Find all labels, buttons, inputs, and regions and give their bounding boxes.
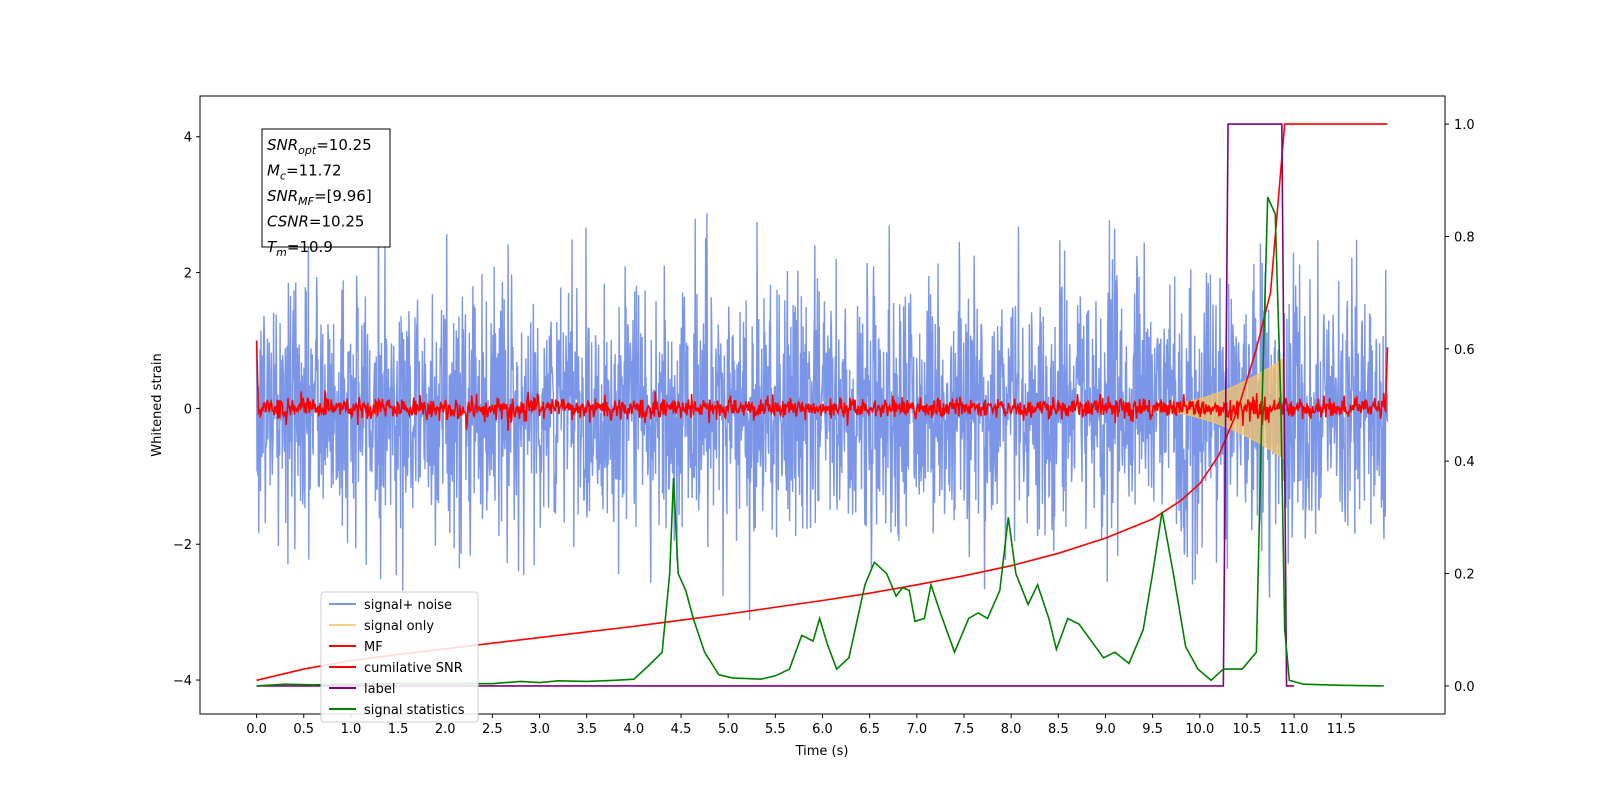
x-tick-label: 9.5 <box>1142 722 1163 737</box>
x-tick-label: 6.0 <box>812 722 833 737</box>
series-signal-noise-line <box>255 200 1389 621</box>
x-tick-label: 8.5 <box>1048 722 1069 737</box>
x-tick-label: 10.5 <box>1232 722 1261 737</box>
legend-label: signal only <box>364 619 434 634</box>
x-tick-label: 2.5 <box>482 722 503 737</box>
legend-frame <box>320 591 479 723</box>
y-left-tick-label: 4 <box>184 131 192 146</box>
y-right-tick-label: 0.8 <box>1454 230 1475 245</box>
x-tick-label: 6.5 <box>859 722 880 737</box>
annotation-line: Tm=10.9 <box>267 238 333 259</box>
y-right-tick-label: 0.4 <box>1454 455 1475 470</box>
y-right-tick-label: 0.2 <box>1454 568 1475 583</box>
y-right-tick-label: 0.0 <box>1454 680 1475 695</box>
annotation-line: CSNR=10.25 <box>267 213 364 231</box>
x-tick-label: 11.0 <box>1280 722 1309 737</box>
y-axis-label: Whitened strain <box>150 353 165 456</box>
x-tick-label: 4.5 <box>671 722 692 737</box>
legend-label: signal+ noise <box>364 598 452 613</box>
x-tick-label: 3.0 <box>529 722 550 737</box>
annotation-box: SNRopt=10.25 Mc=11.72 SNRMF=[9.96] CSNR=10.… <box>261 128 391 259</box>
series-label-line <box>256 123 1295 687</box>
annotation-line: SNRopt=10.25 <box>267 136 372 157</box>
x-tick-label: 5.0 <box>718 722 739 737</box>
y-left-tick-label: −4 <box>173 674 192 689</box>
annotation-line: Mc=11.72 <box>267 162 342 183</box>
legend-label: MF <box>364 640 383 655</box>
y-left-tick-label: 0 <box>184 402 192 417</box>
x-tick-label: 7.0 <box>906 722 927 737</box>
x-tick-label: 0.5 <box>293 722 314 737</box>
y-right-tick-label: 1.0 <box>1454 118 1475 133</box>
legend-label: cumilative SNR <box>364 661 463 676</box>
x-tick-label: 9.0 <box>1095 722 1116 737</box>
y-left-tick-label: 2 <box>184 267 192 282</box>
x-tick-label: 3.5 <box>576 722 597 737</box>
x-tick-label: 8.0 <box>1001 722 1022 737</box>
x-tick-label: 10.0 <box>1185 722 1214 737</box>
x-tick-label: 0.0 <box>246 722 267 737</box>
y-right-tick-label: 0.6 <box>1454 343 1475 358</box>
x-tick-label: 1.0 <box>341 722 362 737</box>
legend-label: signal statistics <box>364 703 465 718</box>
annotation-box-frame <box>261 128 391 248</box>
series-mf-line <box>255 340 1389 431</box>
series-signal-statistics-line <box>256 196 1384 687</box>
x-tick-label: 5.5 <box>765 722 786 737</box>
x-tick-label: 7.5 <box>954 722 975 737</box>
annotation-line: SNRMF=[9.96] <box>267 187 372 208</box>
x-tick-label: 4.0 <box>624 722 645 737</box>
y-left-tick-label: −2 <box>173 538 192 553</box>
legend-label: label <box>364 682 395 697</box>
x-axis-label: Time (s) <box>795 744 849 759</box>
legend: signal+ noise signal only MF cumilative SNR… <box>320 591 479 723</box>
tick-layer: 0.0 0.5 1.0 1.5 2.0 2.5 3.0 3.5 4.0 4.5 5.0 5.5 6.0 6… <box>173 118 1475 737</box>
x-tick-label: 1.5 <box>388 722 409 737</box>
x-tick-label: 11.5 <box>1327 722 1356 737</box>
x-tick-label: 2.0 <box>435 722 456 737</box>
